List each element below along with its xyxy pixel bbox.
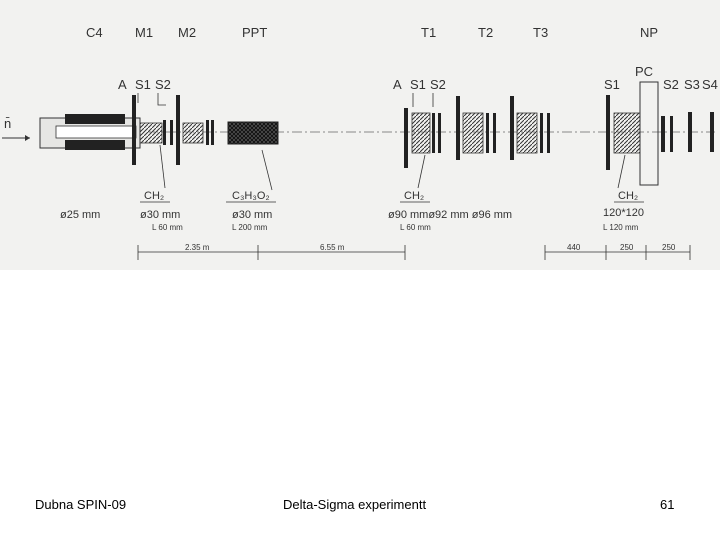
counter-m-plate <box>176 95 180 165</box>
counter-a-plate <box>132 95 136 165</box>
station-label-m2: M2 <box>178 25 196 40</box>
scale-bar <box>137 245 691 260</box>
target-label-ch2-mid: CH₂ <box>404 190 424 202</box>
counter-a-mid: A <box>393 77 402 92</box>
counter-s1-plate <box>163 120 166 145</box>
station-label-ppt: PPT <box>242 25 267 40</box>
scale-label-5: 250 <box>662 243 676 252</box>
station-label-np: NP <box>640 25 658 40</box>
counter-s2-right: S2 <box>663 77 679 92</box>
counter-a-plate-mid <box>404 108 408 168</box>
dim-ppt-length: L 200 mm <box>232 223 268 232</box>
station-label-t2: T2 <box>478 25 493 40</box>
dim-t-length: L 60 mm <box>400 223 431 232</box>
footer-left: Dubna SPIN-09 <box>35 497 127 512</box>
setup-diagram-svg: C4 M1 M2 PPT T1 T2 T3 NP n̄ A S1 S2 A S1… <box>2 25 718 260</box>
dim-np-size: 120*120 <box>603 207 644 219</box>
target-label-ppt: C₃H₃O₂ <box>232 190 270 202</box>
counter-s1-plate-np <box>606 95 610 170</box>
target-m2 <box>182 122 204 144</box>
scale-label-4: 250 <box>620 243 634 252</box>
scale-label-3: 440 <box>567 243 581 252</box>
station-label-c4: C4 <box>86 25 103 40</box>
page-number: 61 <box>660 497 675 512</box>
target-np <box>613 112 641 154</box>
dim-c4: ø25 mm <box>60 209 100 221</box>
dim-np-length: L 120 mm <box>603 223 639 232</box>
station-label-t1: T1 <box>421 25 436 40</box>
target-t1 <box>411 112 431 154</box>
beam-label: n̄ <box>4 116 11 131</box>
counter-s3: S3 <box>684 77 700 92</box>
setup-diagram: C4 M1 M2 PPT T1 T2 T3 NP n̄ A S1 S2 A S1… <box>0 0 720 270</box>
target-ppt <box>227 121 279 145</box>
target-m1 <box>139 122 163 144</box>
station-label-m1: M1 <box>135 25 153 40</box>
target-t3 <box>516 112 538 154</box>
target-label-ch2-left: CH₂ <box>144 190 164 202</box>
target-t2 <box>462 112 484 154</box>
station-label-t3: T3 <box>533 25 548 40</box>
counter-s2-plate <box>170 120 173 145</box>
target-label-ch2-right: CH₂ <box>618 190 638 202</box>
dim-m-length: L 60 mm <box>152 223 183 232</box>
counter-pc: PC <box>635 64 653 79</box>
counter-s2-mid: S2 <box>430 77 446 92</box>
counter-s1-right: S1 <box>604 77 620 92</box>
counter-s4: S4 <box>702 77 718 92</box>
counter-s2-left: S2 <box>155 77 171 92</box>
footer-center: Delta-Sigma experimentt <box>283 497 427 512</box>
dim-m-diameter: ø30 mm <box>140 209 180 221</box>
dim-ppt-diameter: ø30 mm <box>232 209 272 221</box>
counter-a-left: A <box>118 77 127 92</box>
counter-s1-mid: S1 <box>410 77 426 92</box>
proportional-chamber <box>639 81 659 186</box>
scale-label-2: 6.55 m <box>320 243 345 252</box>
dim-t-diameters: ø90 mmø92 mm ø96 mm <box>388 209 512 221</box>
counter-s1-left: S1 <box>135 77 151 92</box>
scale-label-1: 2.35 m <box>185 243 210 252</box>
collimator-c4 <box>39 114 141 150</box>
